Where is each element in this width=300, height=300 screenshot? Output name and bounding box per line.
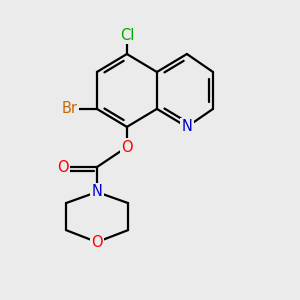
Text: O: O [91, 235, 103, 250]
Text: O: O [57, 160, 69, 175]
Text: Cl: Cl [120, 28, 134, 43]
Text: O: O [121, 140, 133, 154]
Text: N: N [182, 119, 192, 134]
Text: N: N [92, 184, 102, 200]
Text: Br: Br [62, 101, 78, 116]
